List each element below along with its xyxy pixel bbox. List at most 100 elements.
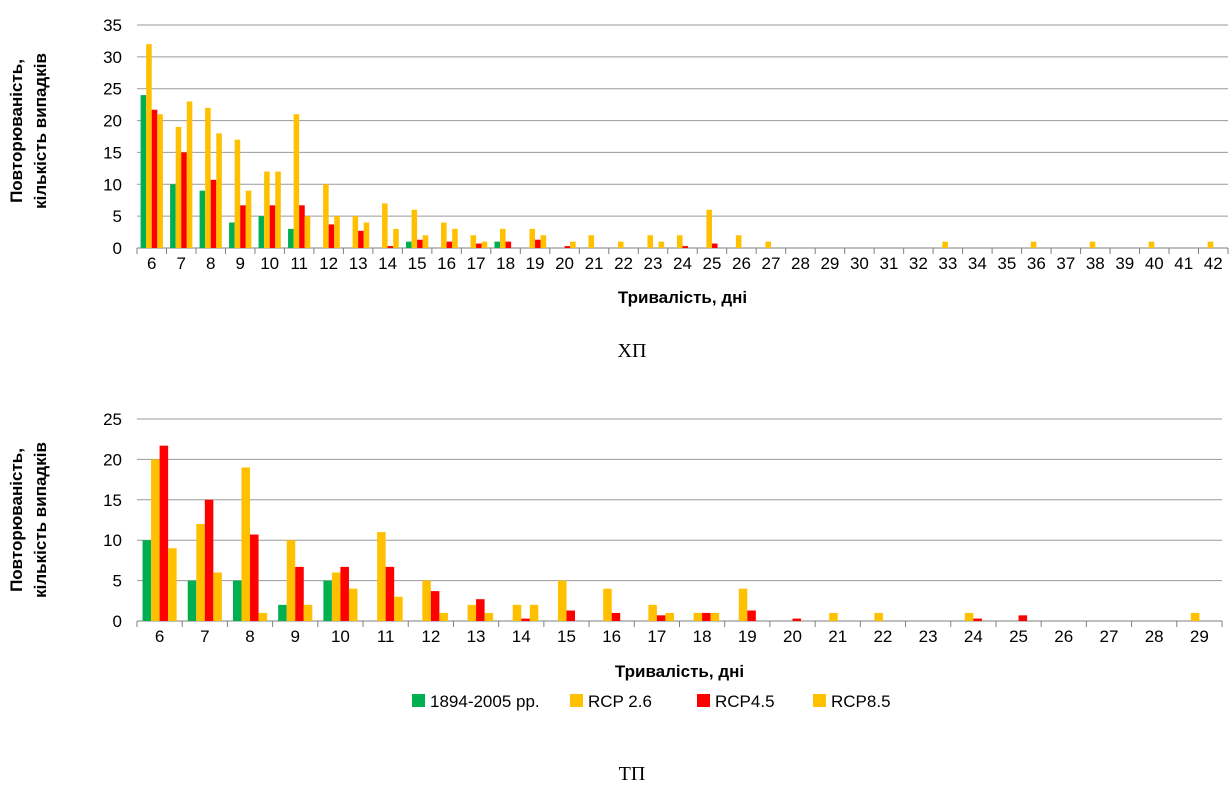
bar-rcp-2-6 — [286, 540, 296, 621]
bar-rcp-2-6 — [1148, 241, 1155, 248]
y-axis-title-line-1: Повторюваність, — [7, 59, 26, 203]
legend-swatch — [697, 694, 710, 707]
bar-rcp4-5 — [250, 534, 259, 621]
bar-rcp8-5 — [394, 596, 403, 621]
x-tick-label: 23 — [919, 627, 938, 646]
bar-rcp4-5 — [1018, 615, 1028, 621]
x-tick-label: 28 — [791, 254, 810, 273]
bar-1894-2005 — [494, 241, 501, 248]
x-tick-label: 25 — [1009, 627, 1028, 646]
bar-rcp-2-6 — [175, 126, 182, 248]
x-tick-label: 24 — [964, 627, 983, 646]
y-tick-label: 20 — [103, 450, 122, 469]
y-axis-title-line-1: Повторюваність, — [7, 448, 26, 592]
x-tick-label: 29 — [1190, 627, 1209, 646]
bar-rcp-2-6 — [735, 235, 742, 248]
x-tick-label: 13 — [467, 627, 486, 646]
y-tick-label: 35 — [103, 16, 122, 35]
bar-rcp-2-6 — [331, 572, 341, 621]
x-tick-label: 11 — [290, 254, 308, 273]
bar-1894-2005 — [229, 222, 235, 248]
bar-1894-2005 — [278, 604, 287, 621]
bar-rcp8-5 — [213, 572, 222, 621]
bar-rcp-2-6 — [441, 222, 447, 248]
bar-rcp-2-6 — [617, 241, 624, 248]
x-tick-label: 21 — [828, 627, 847, 646]
bar-rcp8-5 — [710, 612, 720, 621]
x-tick-label: 33 — [938, 254, 957, 273]
bar-rcp4-5 — [476, 243, 482, 248]
bar-rcp8-5 — [540, 235, 547, 248]
bar-rcp-2-6 — [647, 235, 654, 248]
x-tick-label: 14 — [378, 254, 397, 273]
bar-rcp4-5 — [340, 566, 349, 621]
bar-rcp-2-6 — [738, 588, 748, 621]
bar-rcp-2-6 — [693, 612, 703, 621]
bar-rcp-2-6 — [411, 209, 418, 248]
legend-swatch — [570, 694, 583, 707]
bar-rcp8-5 — [216, 133, 222, 248]
bar-rcp-2-6 — [648, 604, 657, 621]
bar-rcp-2-6 — [241, 467, 251, 621]
x-tick-label: 6 — [147, 254, 156, 273]
x-tick-label: 27 — [1100, 627, 1119, 646]
bar-rcp4-5 — [417, 239, 423, 248]
bar-rcp-2-6 — [234, 139, 241, 248]
bar-1894-2005 — [288, 228, 294, 248]
x-tick-label: 34 — [968, 254, 987, 273]
bar-rcp8-5 — [186, 101, 193, 249]
bar-rcp-2-6 — [964, 612, 974, 621]
x-axis-title: Тривалість, дні — [618, 288, 747, 307]
y-axis-title-line-2: кількість випадків — [31, 442, 50, 598]
bar-rcp8-5 — [363, 222, 370, 248]
bar-rcp-2-6 — [512, 604, 522, 621]
x-tick-label: 32 — [909, 254, 928, 273]
bar-rcp4-5 — [505, 241, 512, 248]
x-tick-label: 16 — [437, 254, 456, 273]
x-tick-label: 39 — [1115, 254, 1134, 273]
legend-label: RCP 2.6 — [588, 692, 652, 711]
x-tick-label: 16 — [602, 627, 621, 646]
y-tick-label: 25 — [103, 410, 122, 429]
bar-rcp-2-6 — [467, 604, 477, 621]
bar-rcp8-5 — [157, 114, 163, 248]
x-tick-label: 10 — [331, 627, 350, 646]
bar-1894-2005 — [142, 540, 152, 621]
bar-rcp4-5 — [181, 152, 187, 248]
bar-1894-2005 — [199, 190, 206, 248]
bar-rcp4-5 — [682, 246, 689, 248]
bar-rcp4-5 — [430, 591, 440, 621]
y-tick-label: 0 — [113, 612, 122, 631]
x-tick-label: 19 — [738, 627, 757, 646]
x-tick-label: 40 — [1145, 254, 1164, 273]
x-tick-label: 25 — [703, 254, 722, 273]
bar-rcp-2-6 — [676, 235, 683, 248]
x-tick-label: 27 — [761, 254, 780, 273]
x-tick-label: 35 — [997, 254, 1016, 273]
bar-rcp-2-6 — [1030, 241, 1037, 248]
x-tick-label: 37 — [1056, 254, 1075, 273]
x-tick-label: 18 — [693, 627, 712, 646]
x-tick-label: 21 — [585, 254, 604, 273]
bar-rcp-2-6 — [1089, 241, 1096, 248]
x-tick-label: 29 — [820, 254, 839, 273]
bar-1894-2005 — [323, 580, 332, 621]
legend-swatch — [412, 694, 425, 707]
y-axis-title-line-2: кількість випадків — [31, 53, 50, 209]
bar-1894-2005 — [405, 241, 412, 248]
bar-rcp-2-6 — [151, 459, 160, 621]
x-tick-label: 22 — [873, 627, 892, 646]
bar-rcp4-5 — [566, 610, 576, 621]
bar-rcp8-5 — [334, 216, 340, 248]
bar-rcp4-5 — [476, 599, 485, 621]
y-tick-label: 30 — [103, 48, 122, 67]
bar-rcp4-5 — [240, 205, 246, 248]
x-tick-label: 17 — [467, 254, 486, 273]
x-tick-label: 42 — [1204, 254, 1223, 273]
bar-rcp4-5 — [656, 615, 666, 621]
legend-swatch — [813, 694, 826, 707]
x-tick-label: 14 — [512, 627, 531, 646]
bar-rcp4-5 — [973, 618, 982, 621]
bar-rcp8-5 — [304, 216, 311, 248]
bar-rcp4-5 — [295, 566, 304, 621]
